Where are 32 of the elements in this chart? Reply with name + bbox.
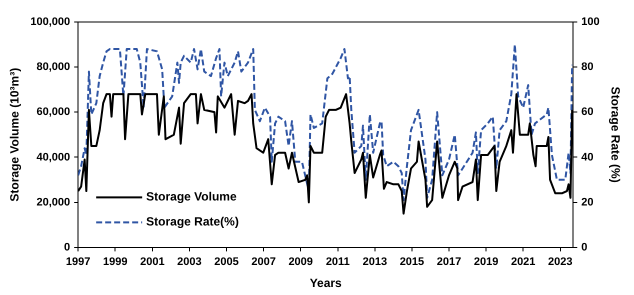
y-tick-label: 20,000 [36,196,70,208]
y-tick-label: 80,000 [36,61,70,74]
x-tick-label: 2001 [140,256,165,268]
y2-tick-label: 20 [581,196,594,208]
legend-label: Storage Rate(%) [146,214,239,229]
y2-tick-label: 60 [581,106,594,118]
y2-tick-label: 40 [581,151,594,164]
line-series [78,44,574,202]
x-tick-label: 2007 [251,256,276,268]
y-tick-label: 60,000 [36,106,70,118]
x-tick-label: 2017 [436,256,462,268]
y2-tick-label: 80 [581,61,594,74]
y-tick-label: 40,000 [36,151,70,164]
y-tick-label: 0 [64,241,70,254]
x-tick-label: 2019 [474,256,498,268]
x-tick-label: 1999 [103,256,128,268]
y-tick-label: 100,000 [30,16,70,28]
x-tick-label: 2009 [288,256,313,268]
y2-tick-label: 0 [581,241,588,254]
x-tick-label: 2021 [510,256,536,268]
y-axis-title: Storage Volume (10³m³) [8,68,22,202]
x-tick-label: 1997 [66,256,90,268]
x-tick-label: 2005 [214,256,239,268]
x-tick-label: 2011 [326,256,350,268]
y2-axis-title: Storage Rate (%) [608,86,622,183]
x-tick-label: 2003 [177,256,202,268]
x-tick-label: 2015 [400,256,424,268]
legend-label: Storage Volume [146,190,237,204]
y2-tick-label: 100 [581,16,600,28]
x-tick-label: 2023 [548,256,573,268]
x-axis-title: Years [310,276,342,290]
x-tick-label: 2013 [362,256,388,268]
